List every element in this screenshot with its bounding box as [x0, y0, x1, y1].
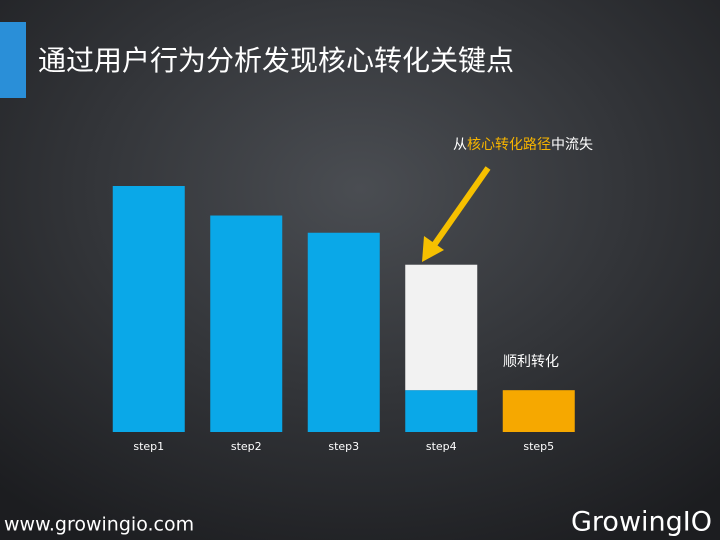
annotation-part: 核心转化路径 [467, 137, 551, 153]
bar [112, 186, 185, 432]
annotation-part: 中流失 [551, 137, 593, 153]
annotation: 从核心转化路径中流失 [453, 137, 593, 153]
chart-title: 通过用户行为分析发现核心转化关键点 [38, 44, 514, 77]
x-tick-label: step3 [328, 440, 359, 453]
bar [307, 232, 380, 432]
footer-url: www.growingio.com [4, 514, 194, 536]
x-tick-label: step4 [426, 440, 457, 453]
annotation: 顺利转化 [503, 354, 559, 370]
x-tick-label: step2 [231, 440, 262, 453]
x-tick-label: step1 [133, 440, 164, 453]
annotation-part: 顺利转化 [503, 354, 559, 370]
bar [502, 390, 575, 432]
bar [210, 215, 283, 432]
bar [405, 264, 478, 391]
annotation-arrowhead [422, 236, 444, 262]
annotation-part: 从 [453, 137, 467, 153]
footer-logo: GrowingIO [571, 507, 712, 538]
annotation-arrow [429, 166, 491, 250]
title-accent [0, 22, 26, 98]
x-tick-label: step5 [523, 440, 554, 453]
bar [405, 390, 478, 432]
